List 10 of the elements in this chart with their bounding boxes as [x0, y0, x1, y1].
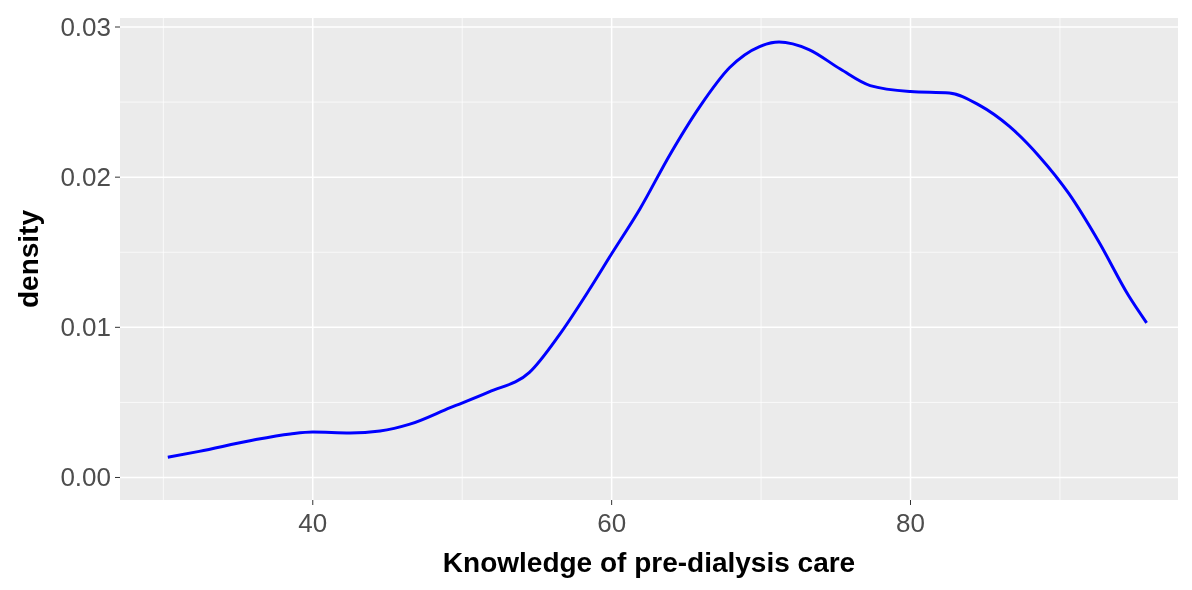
y-tick-label: 0.00	[60, 462, 111, 493]
x-tick-label: 80	[896, 508, 925, 538]
line-series	[166, 40, 1149, 459]
x-tick-label: 60	[597, 508, 627, 538]
y-tick-label: 0.03	[60, 12, 111, 43]
y-axis-title: density	[13, 209, 44, 309]
y-tick-label: 0.02	[60, 162, 111, 193]
y-tick-label: 0.01	[60, 312, 111, 343]
x-tick-label: 40	[298, 508, 328, 538]
x-axis-title: Knowledge of pre-dialysis care	[442, 547, 856, 578]
